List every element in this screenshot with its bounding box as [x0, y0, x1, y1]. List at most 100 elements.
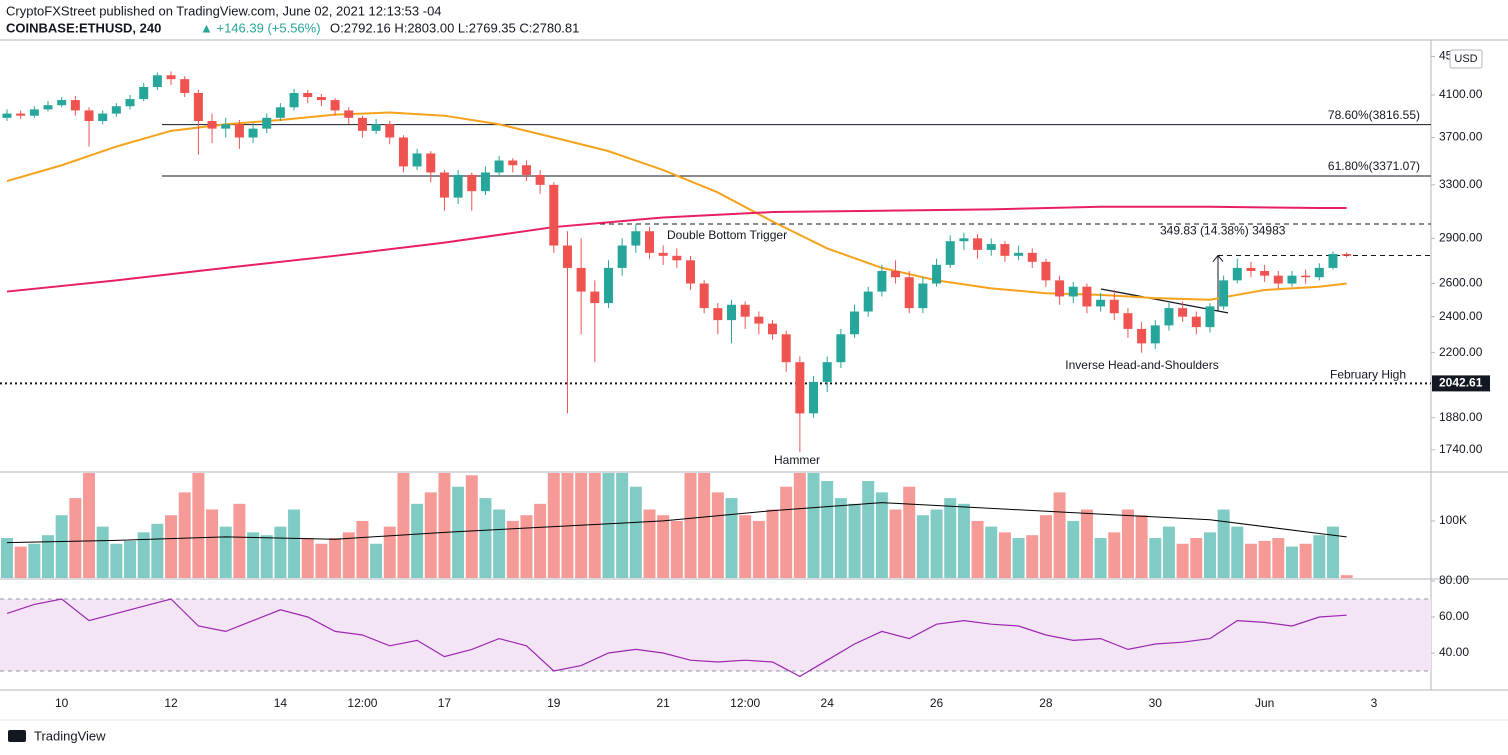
plot: 10121412:0017192112:0024262830Jun34500.0… — [0, 49, 1490, 710]
volume-bar — [356, 520, 369, 578]
candle-body — [494, 160, 504, 173]
price-label: 2042.61 — [1439, 376, 1483, 390]
candle-body — [918, 283, 928, 309]
volume-bar — [1299, 543, 1312, 578]
february-high-text: February High — [1330, 368, 1406, 382]
volume-bar — [288, 509, 301, 578]
candle-body — [740, 304, 750, 317]
candle-body — [986, 244, 996, 250]
candle-body — [480, 172, 490, 192]
unit-box — [1449, 49, 1483, 69]
volume-bar — [192, 473, 205, 578]
volume-bar — [588, 473, 601, 578]
volume-bar — [1176, 543, 1189, 578]
volume-bar — [957, 503, 970, 578]
pattern-label: Inverse Head-and-Shoulders — [1065, 358, 1218, 372]
x-tick-label: 12 — [164, 696, 178, 710]
candle-body — [1219, 280, 1229, 307]
volume-bar — [657, 515, 670, 578]
candle-body — [43, 105, 53, 110]
volume-bar — [616, 473, 629, 578]
candle-body — [207, 121, 217, 129]
candle-body — [562, 245, 572, 268]
volume-bar — [383, 526, 396, 578]
candle-body — [139, 86, 149, 100]
candle-body — [1273, 275, 1283, 284]
measure-label: 349.83 (14.38%) 34983 — [1160, 224, 1286, 238]
candle-body — [631, 231, 641, 246]
candle-body — [1068, 286, 1078, 297]
volume-bar — [1039, 515, 1052, 578]
candle-body — [70, 100, 80, 111]
candle-body — [727, 304, 737, 321]
candle-body — [152, 75, 162, 87]
candle-body — [1260, 270, 1270, 276]
candle-body — [713, 308, 723, 321]
volume-bar — [493, 509, 506, 578]
y-tick-label: 4100.00 — [1439, 87, 1483, 101]
logo — [8, 730, 26, 742]
x-tick-label: 19 — [547, 696, 561, 710]
volume-bar — [55, 515, 68, 578]
volume-bar — [807, 473, 820, 578]
candle-body — [863, 291, 873, 312]
x-tick-label: 26 — [930, 696, 944, 710]
candle-body — [453, 174, 463, 198]
candle-body — [125, 99, 135, 107]
publish-line: CryptoFXStreet published on TradingView.… — [6, 3, 442, 18]
rsi-band — [0, 599, 1431, 671]
volume-bar — [834, 498, 847, 578]
volume-bar — [397, 473, 410, 578]
candle-body — [1041, 261, 1051, 281]
y-tick-label: 80.00 — [1439, 573, 1469, 587]
candle-body — [508, 160, 518, 166]
candle-body — [822, 362, 832, 382]
candle-body — [603, 267, 613, 304]
candle-body — [1014, 252, 1024, 256]
volume-bar — [424, 492, 437, 578]
candle-body — [248, 128, 258, 138]
candle-body — [1342, 254, 1352, 256]
volume-bar — [28, 543, 41, 578]
volume-bar — [875, 492, 888, 578]
candle-body — [1123, 313, 1133, 329]
volume-bar — [889, 509, 902, 578]
candle-body — [289, 92, 299, 108]
volume-bar — [219, 526, 232, 578]
hammer-label: Hammer — [774, 453, 820, 467]
candle-body — [1164, 308, 1174, 326]
candle-body — [1150, 325, 1160, 344]
volume-bar — [766, 509, 779, 578]
candle-body — [521, 165, 531, 175]
candle-body — [850, 311, 860, 335]
volume-bar — [411, 503, 424, 578]
ohlc: O:2792.16 H:2803.00 L:2769.35 C:2780.81 — [330, 20, 579, 35]
volume-bar — [124, 540, 137, 578]
candle-body — [590, 291, 600, 304]
candle-body — [316, 97, 326, 101]
volume-bar — [916, 515, 929, 578]
candle-body — [1246, 267, 1256, 271]
candle-body — [357, 117, 367, 131]
volume-bar — [370, 543, 383, 578]
change: ▲ +146.39 (+5.56%) — [200, 20, 321, 35]
candle-body — [686, 260, 695, 284]
candle-body — [1027, 252, 1037, 262]
candle-body — [932, 264, 942, 284]
candle-body — [330, 100, 340, 111]
volume-bar — [1, 538, 13, 578]
candle-body — [795, 362, 805, 414]
candle-body — [234, 124, 244, 138]
volume-bar — [643, 509, 656, 578]
volume-bar — [42, 535, 55, 578]
candle-body — [193, 92, 203, 122]
candle-body — [781, 334, 791, 363]
volume-bar — [1149, 538, 1162, 578]
candle-body — [644, 231, 654, 253]
volume-ma — [6, 502, 1347, 544]
x-tick-label: 21 — [656, 696, 670, 710]
candle-body — [836, 334, 846, 363]
volume-bar — [329, 538, 342, 578]
volume-bar — [274, 526, 287, 578]
volume-bar — [69, 498, 82, 578]
